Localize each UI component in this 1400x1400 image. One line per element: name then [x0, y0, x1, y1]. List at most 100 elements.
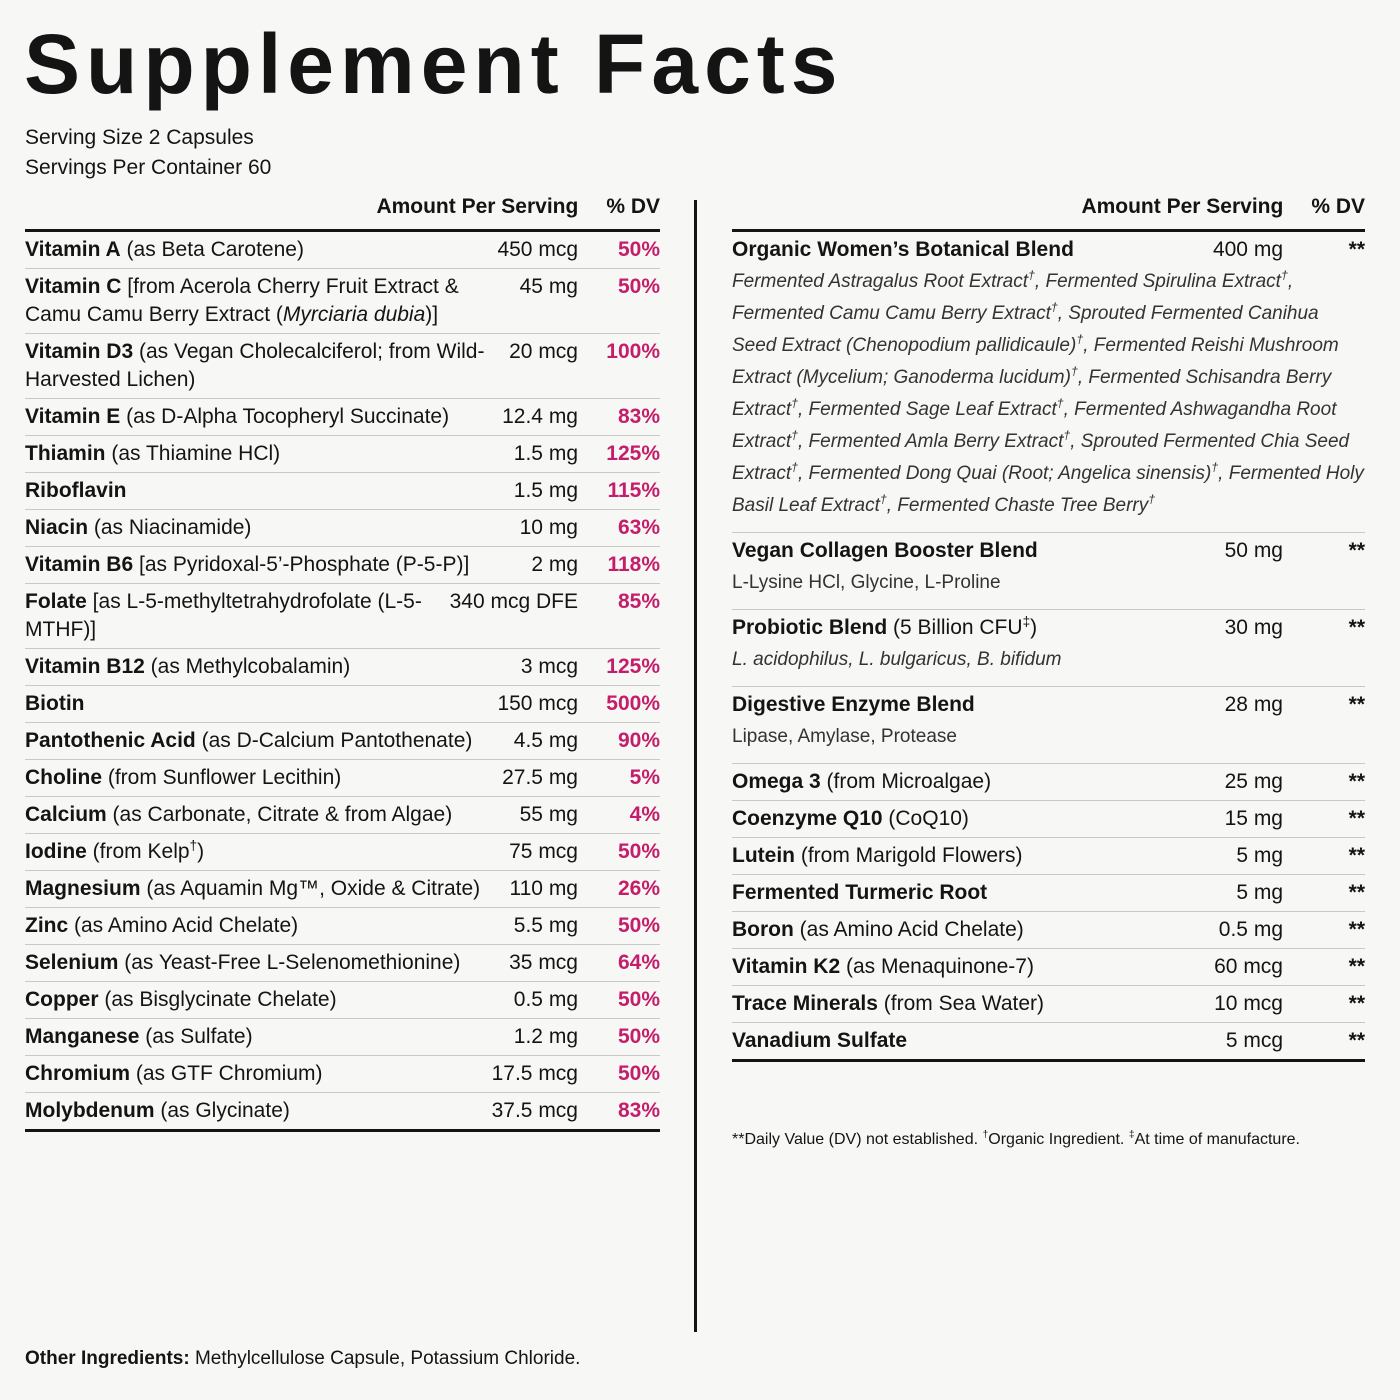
daily-value: **: [1348, 955, 1365, 978]
amount: 75 mcg: [509, 840, 578, 863]
nutrient-name: Vitamin C [from Acerola Cherry Fruit Ext…: [25, 273, 520, 329]
nutrient-title: Copper: [25, 988, 99, 1011]
text: (from Kelp: [86, 840, 190, 863]
blend-ingredients: Lipase, Amylase, Protease: [732, 719, 1365, 759]
daily-value: **: [1348, 539, 1365, 562]
text: , Fermented Camu Camu Berry Extract: [732, 271, 1294, 324]
superscript: †: [1050, 300, 1058, 315]
text: (from Sunflower Lecithin): [102, 766, 342, 789]
text: (as Niacinamide): [88, 516, 252, 539]
nutrient-row: Molybdenum (as Glycinate) 37.5 mcg 83%: [25, 1093, 660, 1132]
nutrient-row: Vegan Collagen Booster Blend 50 mg ** L-Lys…: [732, 533, 1365, 610]
nutrient-title: Calcium: [25, 803, 107, 826]
nutrient-row: Vitamin B6 [as Pyridoxal-5’-Phosphate (P…: [25, 547, 660, 584]
nutrient-title: Chromium: [25, 1062, 130, 1085]
text: , Sprouted Fermented Canihua Seed Extrac…: [732, 303, 1319, 356]
superscript: †: [1148, 492, 1156, 507]
nutrient-title: Vitamin B12: [25, 655, 145, 678]
amount: 5 mcg: [1225, 1029, 1283, 1052]
superscript: †: [1056, 396, 1064, 411]
text: (as Methylcobalamin): [144, 655, 351, 678]
amount: 0.5 mg: [513, 988, 578, 1011]
amount: 2 mg: [531, 553, 578, 576]
amount: 10 mg: [519, 516, 578, 539]
text: (from Microalgae): [820, 770, 992, 793]
nutrient-row: Magnesium (as Aquamin Mg™, Oxide & Citra…: [25, 871, 660, 908]
amount: 15 mg: [1224, 807, 1283, 830]
text: , Fermented Dong Quai (Root; Angelica si…: [798, 463, 1212, 484]
amount: 30 mg: [1224, 616, 1283, 639]
daily-value: **: [1348, 770, 1365, 793]
text: , Fermented Ashwagandha Root Extract: [732, 399, 1337, 452]
nutrient-title: Vegan Collagen Booster Blend: [732, 539, 1038, 562]
nutrient-row: Biotin 150 mcg 500%: [25, 686, 660, 723]
superscript: †: [1076, 332, 1084, 347]
nutrient-name: Vanadium Sulfate: [732, 1027, 1226, 1055]
superscript: †: [879, 492, 887, 507]
daily-value: **: [1348, 807, 1365, 830]
text: (from Sea Water): [877, 992, 1045, 1015]
superscript: †: [791, 396, 798, 411]
amount: 25 mg: [1224, 770, 1283, 793]
superscript: †: [791, 428, 798, 443]
text: [as L-5-methyltetrahydrofolate (L-5-MTHF…: [25, 590, 422, 641]
nutrient-name: Calcium (as Carbonate, Citrate & from Al…: [25, 801, 520, 829]
text: , Fermented Spirulina Extract: [1034, 271, 1281, 292]
daily-value: 63%: [617, 516, 660, 539]
text: [from Acerola Cherry Fruit Extract & Cam…: [25, 275, 459, 326]
left-panel: Amount Per Serving % DV Vitamin A (as Beta…: [25, 195, 660, 1132]
nutrient-row: Vitamin D3 (as Vegan Cholecalciferol; fr…: [25, 334, 660, 399]
daily-value: 50%: [617, 914, 660, 937]
text: , Sprouted Fermented Chia Seed Extract: [732, 431, 1350, 484]
superscript: †: [1063, 428, 1071, 443]
amount: 1.5 mg: [513, 442, 578, 465]
superscript: †: [1211, 460, 1219, 475]
nutrient-name: Folate [as L-5-methyltetrahydrofolate (L…: [25, 588, 450, 644]
text: (as D-Alpha Tocopheryl Succinate): [120, 405, 450, 428]
nutrient-name: Copper (as Bisglycinate Chelate): [25, 986, 514, 1014]
daily-value: 50%: [617, 988, 660, 1011]
divider: [694, 200, 697, 1332]
daily-value: **: [1348, 844, 1365, 867]
nutrient-row: Vitamin B12 (as Methylcobalamin) 3 mcg 125…: [25, 649, 660, 686]
text: (5 Billion CFU: [887, 616, 1023, 639]
amount-header: Amount Per Serving: [1081, 195, 1284, 218]
nutrient-title: Coenzyme Q10: [732, 807, 883, 830]
text: **Daily Value (DV) not established.: [732, 1131, 983, 1148]
daily-value: 50%: [617, 1025, 660, 1048]
daily-value: 50%: [617, 275, 660, 298]
daily-value: **: [1348, 238, 1365, 261]
other-label: Other Ingredients:: [25, 1348, 190, 1369]
nutrient-title: Niacin: [25, 516, 89, 539]
nutrient-name: Coenzyme Q10 (CoQ10): [732, 805, 1225, 833]
footnote: **Daily Value (DV) not established. †Org…: [732, 1127, 1322, 1153]
nutrient-title: Omega 3: [732, 770, 821, 793]
amount: 37.5 mcg: [491, 1099, 578, 1122]
nutrient-row: Coenzyme Q10 (CoQ10) 15 mg **: [732, 801, 1365, 838]
nutrient-name: Molybdenum (as Glycinate): [25, 1097, 492, 1125]
nutrient-title: Lutein: [732, 844, 795, 867]
amount: 400 mg: [1212, 238, 1283, 261]
superscript: ‡: [1022, 614, 1031, 629]
superscript: †: [189, 838, 198, 853]
daily-value: 125%: [606, 442, 660, 465]
nutrient-title: Folate: [25, 590, 87, 613]
amount: 340 mcg DFE: [449, 590, 578, 613]
amount: 110 mg: [509, 877, 579, 900]
nutrient-title: Pantothenic Acid: [25, 729, 196, 752]
nutrient-name: Probiotic Blend (5 Billion CFU‡): [732, 614, 1225, 642]
nutrient-name: Choline (from Sunflower Lecithin): [25, 764, 502, 792]
text: (from Marigold Flowers): [795, 844, 1023, 867]
amount: 12.4 mg: [502, 405, 578, 428]
nutrient-row: Trace Minerals (from Sea Water) 10 mcg **: [732, 986, 1365, 1023]
text: , Fermented Schisandra Berry Extract: [732, 367, 1332, 420]
title: Supplement Facts: [24, 17, 844, 111]
nutrient-row: Boron (as Amino Acid Chelate) 0.5 mg **: [732, 912, 1365, 949]
amount: 3 mcg: [520, 655, 578, 678]
daily-value: 83%: [617, 405, 660, 428]
blend-ingredients: L. acidophilus, L. bulgaricus, B. bifidu…: [732, 642, 1365, 682]
superscript: ‡: [1128, 1129, 1135, 1141]
text: (CoQ10): [882, 807, 969, 830]
daily-value: 5%: [629, 766, 660, 789]
nutrient-title: Choline: [25, 766, 102, 789]
